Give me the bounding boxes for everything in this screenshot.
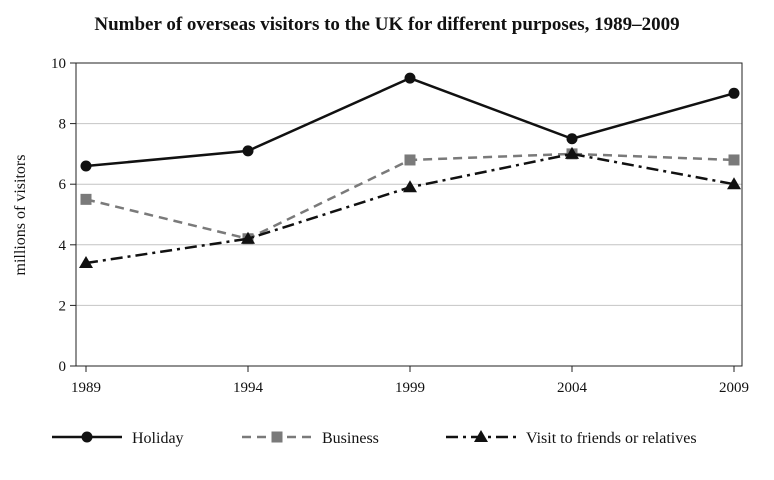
legend-marker	[271, 431, 283, 443]
x-tick-label: 2004	[557, 380, 588, 396]
data-point-visit-to-friends-or-relatives	[241, 231, 255, 244]
data-point-holiday	[242, 145, 254, 157]
y-tick-label: 6	[59, 177, 67, 193]
series-line-business	[85, 152, 735, 240]
legend-label: Visit to friends or relatives	[526, 430, 697, 447]
data-point-visit-to-friends-or-relatives	[727, 177, 741, 190]
y-tick-label: 0	[59, 359, 67, 375]
x-tick-label: 1994	[233, 380, 264, 396]
data-point-holiday	[728, 87, 740, 99]
x-tick-label: 1999	[395, 380, 425, 396]
data-point-visit-to-friends-or-relatives	[79, 255, 93, 268]
y-tick-label: 10	[51, 56, 66, 72]
legend-marker	[474, 430, 488, 442]
data-point-holiday	[404, 72, 416, 84]
x-tick-label: 1989	[71, 380, 101, 396]
legend-label: Holiday	[132, 430, 184, 447]
data-point-holiday	[80, 160, 92, 172]
data-point-visit-to-friends-or-relatives	[403, 180, 417, 193]
legend-marker	[81, 431, 93, 443]
data-point-business	[728, 154, 740, 166]
legend-label: Business	[322, 430, 379, 447]
data-point-business	[404, 154, 416, 166]
y-tick-label: 2	[59, 298, 67, 314]
plot-frame	[75, 62, 743, 367]
data-point-holiday	[566, 133, 578, 145]
data-point-business	[80, 193, 92, 205]
series-line-holiday	[85, 76, 735, 168]
x-tick-label: 2009	[719, 380, 749, 396]
data-point-visit-to-friends-or-relatives	[565, 146, 579, 159]
series-line-visit-to-friends-or-relatives	[85, 152, 735, 265]
y-tick-label: 4	[59, 238, 67, 254]
y-axis-label: millions of visitors	[12, 155, 29, 276]
chart-title: Number of overseas visitors to the UK fo…	[94, 14, 680, 35]
y-tick-label: 8	[59, 117, 67, 133]
